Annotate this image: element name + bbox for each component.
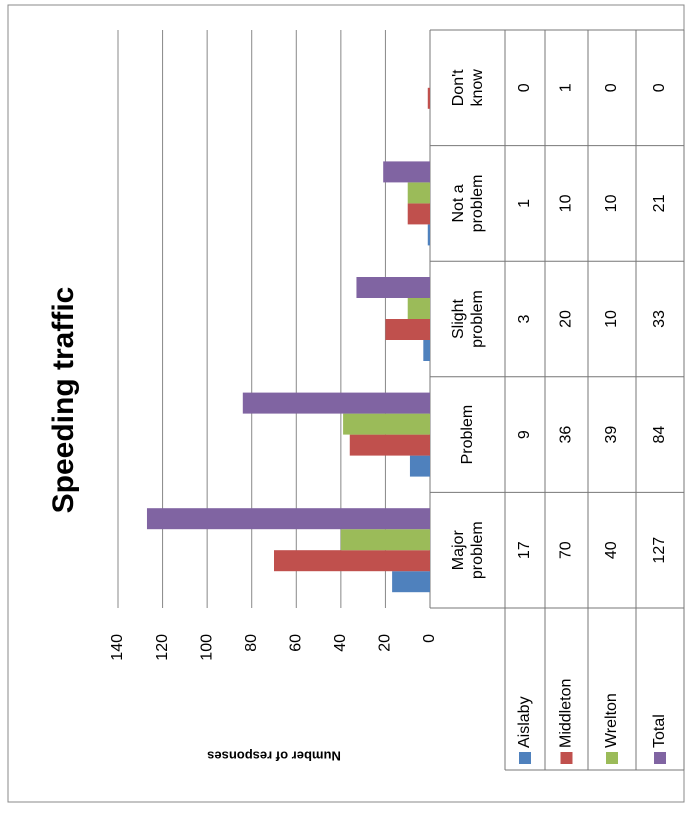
table-value: 20 bbox=[558, 310, 575, 328]
y-tick-label: 20 bbox=[377, 634, 394, 652]
table-value: 21 bbox=[651, 194, 668, 212]
bar bbox=[392, 571, 431, 593]
table-value: 0 bbox=[603, 83, 620, 92]
y-axis-title: Number of responses bbox=[207, 749, 341, 764]
table-value: 36 bbox=[558, 426, 575, 444]
x-tick-label-wrap: Don't know bbox=[431, 30, 504, 146]
bar bbox=[343, 413, 431, 435]
table-value: 0 bbox=[651, 83, 668, 92]
table-value: 127 bbox=[651, 537, 668, 564]
legend-key bbox=[654, 752, 666, 764]
table-value: 40 bbox=[603, 541, 620, 559]
legend-key bbox=[606, 752, 618, 764]
x-tick-label: Major problem bbox=[449, 521, 486, 580]
bar bbox=[242, 392, 430, 414]
legend-key bbox=[519, 752, 531, 764]
y-tick-label: 40 bbox=[332, 634, 349, 652]
y-tick-label: 60 bbox=[288, 634, 305, 652]
bar bbox=[340, 529, 431, 551]
table-value: 10 bbox=[558, 194, 575, 212]
bar bbox=[146, 508, 430, 530]
y-tick-label: 0 bbox=[421, 634, 438, 643]
x-tick-label-wrap: Not a problem bbox=[431, 146, 504, 262]
x-tick-label: Problem bbox=[459, 404, 476, 465]
y-tick-label: 80 bbox=[243, 634, 260, 652]
bar bbox=[427, 224, 430, 246]
bar bbox=[423, 340, 431, 361]
chart-body: Speeding traffic Number of responses 0 20… bbox=[47, 29, 685, 771]
x-tick-label-wrap: Problem bbox=[431, 377, 504, 493]
y-tick-label: 100 bbox=[198, 634, 215, 661]
bar bbox=[349, 434, 430, 456]
table-value: 9 bbox=[516, 430, 533, 439]
table-value: 10 bbox=[603, 194, 620, 212]
x-tick-label-box: Don't know bbox=[431, 30, 504, 146]
bar bbox=[274, 550, 430, 572]
x-tick-label: Not a problem bbox=[449, 174, 486, 233]
x-tick-label-box: Slight problem bbox=[431, 261, 504, 377]
x-tick-label-wrap: Slight problem bbox=[431, 261, 504, 377]
table-value: 17 bbox=[516, 541, 533, 559]
x-tick-label-wrap: Major problem bbox=[431, 492, 504, 608]
bar bbox=[356, 277, 431, 298]
table-value: 84 bbox=[651, 426, 668, 444]
table-value: 3 bbox=[516, 314, 533, 323]
table-value: 1 bbox=[516, 199, 533, 208]
table-value: 0 bbox=[516, 83, 533, 92]
legend-key bbox=[560, 752, 573, 764]
table-value: 33 bbox=[651, 310, 668, 328]
bar bbox=[385, 319, 430, 340]
x-tick-label: Slight problem bbox=[449, 290, 486, 348]
table-value: 39 bbox=[603, 426, 620, 444]
table-value: 1 bbox=[558, 83, 575, 92]
chart-title: Speeding traffic bbox=[47, 287, 80, 514]
y-tick-label: 120 bbox=[154, 634, 171, 661]
legend-label: Aislaby bbox=[516, 696, 533, 748]
table-value: 70 bbox=[558, 541, 575, 559]
bar bbox=[407, 182, 431, 204]
bar bbox=[407, 203, 431, 225]
x-tick-label: Don't know bbox=[449, 69, 486, 107]
legend-label: Total bbox=[651, 714, 668, 748]
bar bbox=[407, 298, 431, 319]
legend-label: Middleton bbox=[558, 679, 575, 748]
table-value: 10 bbox=[603, 310, 620, 328]
bar bbox=[427, 87, 430, 109]
legend-label: Wrelton bbox=[603, 693, 620, 748]
x-tick-label-box: Problem bbox=[431, 377, 504, 493]
x-tick-label-box: Major problem bbox=[431, 492, 504, 608]
bar bbox=[409, 455, 431, 477]
bar bbox=[383, 161, 431, 183]
y-tick-label: 140 bbox=[109, 634, 126, 661]
x-tick-label-box: Not a problem bbox=[431, 146, 504, 262]
